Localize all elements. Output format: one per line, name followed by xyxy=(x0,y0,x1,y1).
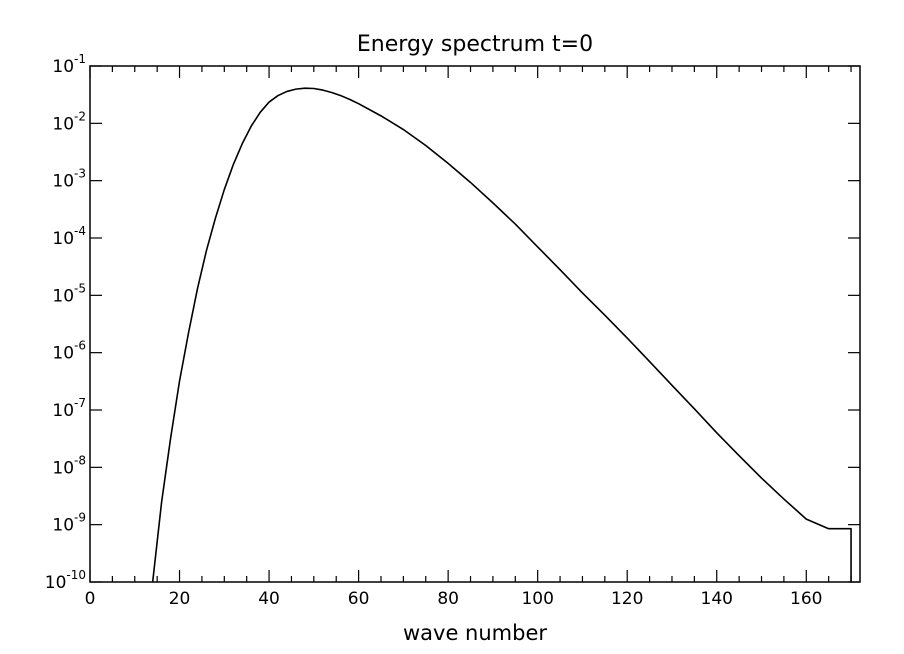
y-tick-label: 10-1 xyxy=(52,52,86,77)
y-tick-exponent: -4 xyxy=(74,224,86,238)
y-tick-exponent: -3 xyxy=(74,167,86,181)
x-tick-label: 40 xyxy=(258,589,280,609)
y-tick-base: 10 xyxy=(52,114,74,134)
x-tick-label: 80 xyxy=(437,589,459,609)
y-tick-exponent: -5 xyxy=(74,281,86,295)
y-tick-base: 10 xyxy=(52,172,74,192)
y-tick-label: 10-4 xyxy=(52,224,86,249)
y-tick-exponent: -10 xyxy=(66,568,86,582)
x-tick-label: 140 xyxy=(701,589,733,609)
y-tick-label: 10-7 xyxy=(52,396,86,421)
y-tick-base: 10 xyxy=(52,516,74,536)
y-tick-exponent: -2 xyxy=(74,109,86,123)
y-tick-exponent: -7 xyxy=(74,396,86,410)
x-tick-label: 60 xyxy=(348,589,370,609)
y-tick-base: 10 xyxy=(52,344,74,364)
axis-ticks xyxy=(89,65,860,583)
y-tick-exponent: -9 xyxy=(74,511,86,525)
x-axis-label: wave number xyxy=(403,621,547,645)
y-tick-label: 10-2 xyxy=(52,109,86,134)
y-tick-base: 10 xyxy=(52,57,74,77)
y-tick-label: 10-8 xyxy=(52,453,86,478)
y-tick-base: 10 xyxy=(52,229,74,249)
x-tick-label: 20 xyxy=(169,589,191,609)
x-tick-label: 120 xyxy=(611,589,643,609)
y-tick-label: 10-5 xyxy=(52,281,86,306)
y-tick-label: 10-3 xyxy=(52,167,86,192)
y-tick-base: 10 xyxy=(45,573,67,593)
y-tick-exponent: -1 xyxy=(74,52,86,66)
y-tick-label: 10-10 xyxy=(45,568,86,593)
plot-frame xyxy=(89,65,861,583)
y-tick-base: 10 xyxy=(52,458,74,478)
x-tick-label: 0 xyxy=(85,589,96,609)
chart-title: Energy spectrum t=0 xyxy=(357,32,593,57)
y-tick-label: 10-6 xyxy=(52,339,86,364)
series-line xyxy=(151,87,852,583)
y-tick-exponent: -8 xyxy=(74,453,86,467)
y-tick-label: 10-9 xyxy=(52,511,86,536)
y-tick-base: 10 xyxy=(52,286,74,306)
tick-labels: 0 20 40 60 80 100 120 140 16010-110-210-310-410-… xyxy=(45,52,823,609)
y-tick-base: 10 xyxy=(52,401,74,421)
y-tick-exponent: -6 xyxy=(74,339,86,353)
x-tick-label: 100 xyxy=(521,589,553,609)
x-tick-label: 160 xyxy=(790,589,822,609)
